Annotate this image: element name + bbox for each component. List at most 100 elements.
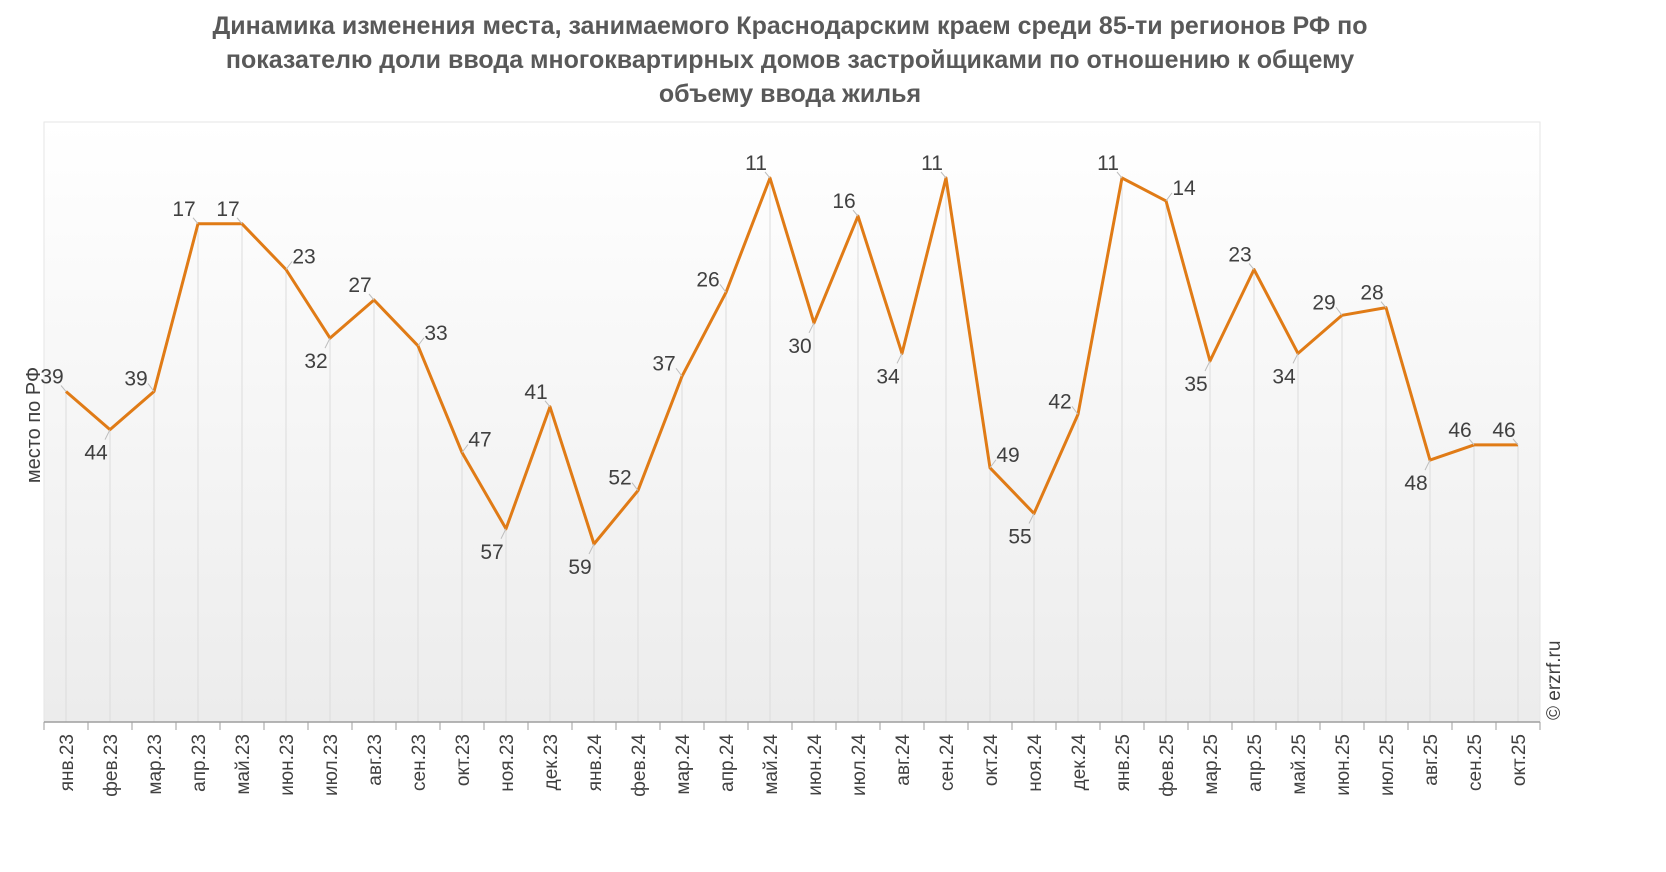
data-label-leader <box>147 383 155 392</box>
data-label: 23 <box>1228 244 1251 267</box>
data-label-leader <box>1468 438 1475 446</box>
data-label: 34 <box>876 365 900 388</box>
x-tick-label: апр.25 <box>1245 734 1266 792</box>
data-label: 29 <box>1312 291 1335 314</box>
data-label-leader <box>852 209 859 217</box>
data-label-leader <box>285 261 293 270</box>
data-label: 39 <box>40 366 63 389</box>
x-tick-label: янв.25 <box>1113 734 1134 791</box>
chart-title-line-2: показателю доли ввода многоквартирных до… <box>226 46 1354 74</box>
data-label: 48 <box>1404 472 1427 495</box>
data-label: 16 <box>832 190 855 213</box>
data-label-leader <box>1380 301 1387 308</box>
data-label: 59 <box>568 556 591 579</box>
data-label: 11 <box>1097 152 1119 175</box>
data-label: 46 <box>1448 419 1471 442</box>
x-tick-label: мар.24 <box>673 734 694 795</box>
x-tick-label: сен.23 <box>409 734 430 791</box>
data-label-leader <box>989 459 997 469</box>
x-tick-label: дек.23 <box>541 734 562 790</box>
data-label: 57 <box>480 541 503 564</box>
chart-title-line-1: Динамика изменения места, занимаемого Кр… <box>212 12 1367 40</box>
data-label-leader <box>500 528 507 539</box>
data-label-leader <box>104 429 111 440</box>
data-label-leader <box>588 543 595 555</box>
data-label: 11 <box>921 152 943 175</box>
data-labels: 39 44 39 17 17 23 32 27 33 47 57 41 59 52 37 26 11 30 16 34… <box>40 152 1515 579</box>
x-tick-labels: янв.23 фев.23 мар.23 апр.23 май.23 июн.23 июл.… <box>57 734 1530 797</box>
data-label: 52 <box>608 467 631 490</box>
x-tick-label: окт.25 <box>1509 734 1530 786</box>
x-tick-label: апр.23 <box>189 734 210 792</box>
x-tick-label: сен.25 <box>1465 734 1486 791</box>
x-tick-label: июл.25 <box>1377 734 1398 796</box>
x-tick-label: ноя.23 <box>497 734 518 792</box>
x-tick-label: июн.25 <box>1333 734 1354 796</box>
data-label-leader <box>1424 459 1431 471</box>
data-label: 17 <box>216 198 239 221</box>
data-label-leader <box>1248 263 1255 270</box>
x-tick-label: июл.24 <box>849 734 870 796</box>
data-label-leader <box>675 367 683 377</box>
x-tick-label: июн.23 <box>277 734 298 796</box>
data-label-leader <box>1165 192 1173 202</box>
x-tick-label: июл.23 <box>321 734 342 796</box>
data-label: 44 <box>84 442 108 465</box>
series-line <box>65 176 1518 546</box>
x-tick-label: дек.24 <box>1069 734 1090 791</box>
x-tick-label: фев.23 <box>101 734 122 797</box>
x-tick-label: мар.23 <box>145 734 166 795</box>
x-tick-label: май.25 <box>1289 734 1310 795</box>
y-axis-label: место по РФ <box>23 367 45 483</box>
data-label: 26 <box>696 268 719 291</box>
data-label: 34 <box>1272 365 1296 388</box>
data-label-leader <box>719 284 727 293</box>
data-label-leader <box>417 337 425 347</box>
data-label-leader <box>764 171 771 179</box>
data-label-leader <box>1116 171 1123 179</box>
x-tick-label: янв.24 <box>585 734 606 792</box>
data-label: 41 <box>524 381 547 404</box>
x-tick-label: авг.23 <box>365 734 386 786</box>
data-label-leader <box>1512 438 1519 446</box>
data-label: 23 <box>292 246 315 269</box>
data-label: 55 <box>1008 526 1031 549</box>
data-label-leader <box>461 444 469 453</box>
data-label-leader <box>60 385 67 392</box>
data-label-leader <box>1335 306 1343 316</box>
data-label-leader <box>368 293 375 301</box>
x-tick-label: ноя.24 <box>1025 734 1046 792</box>
x-tick-label: окт.23 <box>453 734 474 786</box>
data-label: 42 <box>1048 390 1071 413</box>
chart-title-line-3: объему ввода жилья <box>659 80 921 108</box>
data-label-leader <box>808 322 815 334</box>
x-tick-label: июн.24 <box>805 734 826 796</box>
data-label-leader <box>631 482 639 491</box>
data-label-leader <box>236 217 243 225</box>
data-label: 14 <box>1172 177 1196 200</box>
x-tick-label: сен.24 <box>937 734 958 791</box>
data-label-leader <box>1204 360 1211 372</box>
chart-title: Динамика изменения места, занимаемого Кр… <box>212 12 1367 108</box>
data-label: 47 <box>468 429 491 452</box>
x-tick-label: окт.24 <box>981 734 1002 787</box>
x-tick-label: авг.25 <box>1421 734 1442 786</box>
x-tick-label: фев.24 <box>629 734 650 797</box>
data-label: 37 <box>652 352 675 375</box>
x-axis-ticks <box>43 722 1541 730</box>
data-label-leader <box>896 353 903 364</box>
source-credit: © erzrf.ru <box>1544 641 1565 720</box>
label-leader-lines <box>60 171 1519 555</box>
data-label: 49 <box>996 444 1019 467</box>
x-tick-label: авг.24 <box>893 734 914 786</box>
x-tick-label: май.23 <box>233 734 254 795</box>
data-label-leader <box>192 217 199 225</box>
data-label-leader <box>1028 513 1035 524</box>
x-tick-label: фев.25 <box>1157 734 1178 797</box>
data-label: 30 <box>788 335 811 358</box>
data-label: 28 <box>1360 282 1383 305</box>
x-tick-label: янв.23 <box>57 734 78 791</box>
data-label-leader <box>1292 353 1299 364</box>
data-label: 32 <box>304 350 327 373</box>
data-label: 39 <box>124 368 147 391</box>
